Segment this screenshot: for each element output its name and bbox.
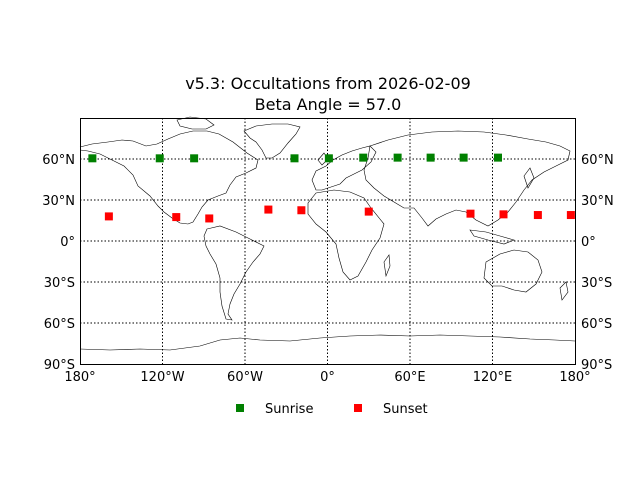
- sunrise-marker-9: [494, 153, 502, 162]
- y-tick-label-left-1: 30°N: [42, 194, 75, 209]
- legend-sunrise-label: Sunrise: [265, 402, 313, 417]
- y-tick-label-right-1: 30°N: [581, 194, 614, 209]
- plot-frame: [80, 118, 576, 365]
- graticule: [80, 118, 575, 364]
- x-tick-label-6: 180°: [559, 370, 590, 385]
- coastline-arctic-islands: [176, 116, 215, 130]
- y-tick-label-right-0: 60°N: [581, 153, 614, 168]
- legend-sunset-swatch: [354, 404, 362, 412]
- coastline-new-zealand: [559, 281, 569, 301]
- x-tick-label-1: 120°W: [140, 370, 184, 385]
- y-tick-label-left-3: 30°S: [44, 276, 75, 291]
- data-markers: [88, 153, 575, 223]
- sunrise-marker-1: [155, 154, 164, 163]
- x-tick-label-5: 120°E: [473, 370, 513, 385]
- x-tick-label-3: 0°: [320, 370, 335, 385]
- sunset-marker-8: [533, 211, 542, 220]
- y-tick-label-right-4: 60°S: [581, 317, 612, 332]
- sunset-marker-7: [499, 210, 508, 219]
- chart-title: v5.3: Occultations from 2026-02-09: [185, 74, 471, 93]
- sunset-marker-1: [172, 213, 181, 222]
- coastline-japan: [523, 167, 535, 189]
- y-tick-label-right-2: 0°: [581, 235, 596, 250]
- sunset-marker-4: [297, 206, 306, 215]
- legend-sunrise-swatch: [236, 404, 244, 412]
- y-tick-label-left-0: 60°N: [42, 153, 75, 168]
- x-axis-tick-labels: 180° 120°W 60°W 0° 60°E 120°E 180°: [64, 370, 590, 385]
- sunset-marker-2: [205, 214, 214, 223]
- sunset-marker-5: [364, 207, 373, 216]
- y-tick-label-left-4: 60°S: [44, 317, 75, 332]
- sunrise-marker-2: [190, 154, 199, 163]
- y-tick-label-left-5: 90°S: [44, 358, 75, 373]
- legend: Sunrise Sunset: [236, 402, 428, 417]
- x-tick-label-0: 180°: [64, 370, 95, 385]
- y-tick-label-right-3: 30°S: [581, 276, 612, 291]
- coastline-africa: [307, 189, 385, 281]
- coastline-greenland: [243, 123, 301, 159]
- sunset-marker-9: [566, 211, 575, 220]
- sunrise-marker-5: [359, 153, 368, 162]
- coastline-north-america: [79, 130, 259, 225]
- sunset-marker-3: [264, 205, 273, 214]
- coastline-australia: [483, 249, 543, 293]
- sunrise-marker-3: [290, 154, 299, 163]
- sunrise-marker-4: [324, 154, 333, 163]
- sunset-marker-0: [104, 212, 113, 221]
- coastline-europe: [311, 145, 377, 191]
- y-axis-tick-labels: 60°N 60°N 30°N 30°N 0° 0° 30°S 30°S 60°S 60°S 90°S…: [42, 153, 614, 373]
- coastline-south-america: [203, 225, 265, 321]
- sunrise-marker-6: [393, 153, 402, 162]
- y-tick-label-right-5: 90°S: [581, 358, 612, 373]
- sunset-marker-6: [466, 209, 475, 218]
- sunrise-marker-8: [459, 153, 468, 162]
- coastline-antarctica: [79, 334, 576, 351]
- legend-sunset-label: Sunset: [383, 402, 428, 417]
- sunrise-marker-7: [426, 153, 435, 162]
- x-tick-label-2: 60°W: [227, 370, 263, 385]
- coastline-indonesia: [469, 229, 515, 245]
- y-tick-label-left-2: 0°: [60, 235, 75, 250]
- x-tick-label-4: 60°E: [394, 370, 425, 385]
- coastline-madagascar: [383, 254, 391, 278]
- sunrise-marker-0: [88, 154, 97, 163]
- chart-subtitle: Beta Angle = 57.0: [255, 95, 402, 114]
